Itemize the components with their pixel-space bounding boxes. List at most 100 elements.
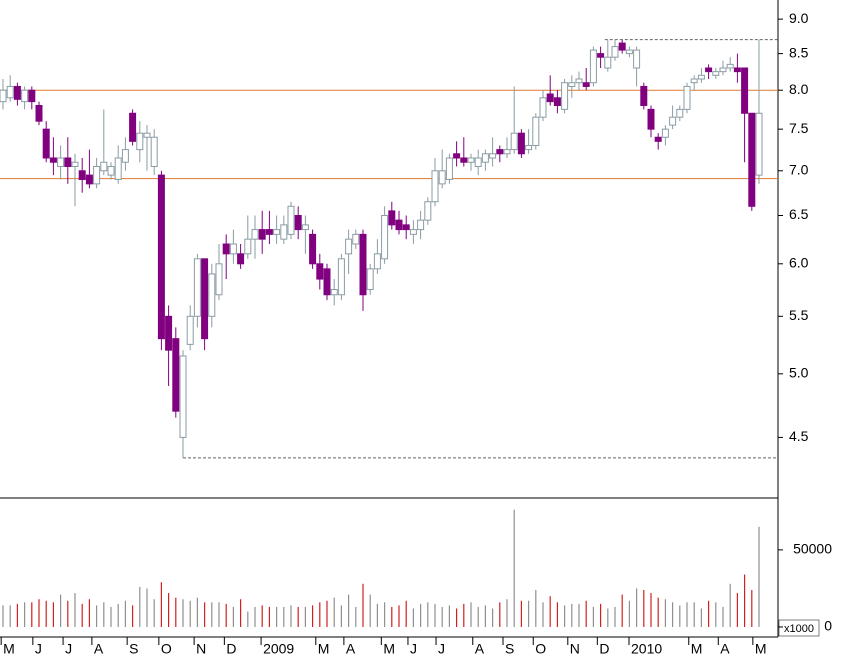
candle-body bbox=[316, 263, 324, 280]
candle-body bbox=[539, 97, 547, 118]
x-tick-label: M bbox=[691, 641, 703, 657]
candle-body bbox=[345, 238, 353, 255]
candle-body bbox=[251, 229, 259, 240]
candle-body bbox=[489, 153, 497, 159]
candle-body bbox=[467, 157, 475, 163]
candle-body bbox=[589, 49, 597, 84]
candle-body bbox=[625, 49, 633, 55]
candle-body bbox=[697, 74, 705, 80]
candle-body bbox=[409, 229, 417, 235]
candle-body bbox=[85, 174, 93, 185]
candle-body bbox=[669, 116, 677, 126]
candle-body bbox=[546, 93, 554, 103]
x-tick-label: N bbox=[570, 641, 580, 657]
x-tick-label: M bbox=[755, 641, 767, 657]
candle-body bbox=[64, 157, 72, 167]
candle-body bbox=[215, 263, 223, 296]
candle-body bbox=[136, 132, 144, 151]
x-tick-label: J bbox=[65, 641, 72, 657]
candle-body bbox=[294, 215, 302, 231]
y-tick-label: 5.5 bbox=[789, 307, 809, 323]
candle-body bbox=[337, 258, 345, 296]
x-tick-label: S bbox=[505, 641, 514, 657]
y-tick-label: 6.0 bbox=[789, 255, 809, 271]
candle-body bbox=[611, 46, 619, 58]
candle-body bbox=[647, 108, 655, 130]
y-tick-label: 7.0 bbox=[789, 161, 809, 177]
candle-body bbox=[373, 253, 381, 270]
candle-body bbox=[517, 132, 525, 155]
x-tick-label: A bbox=[475, 641, 485, 657]
y-tick-label: 8.0 bbox=[789, 81, 809, 97]
candle-body bbox=[121, 149, 129, 163]
y-tick-label: 9.0 bbox=[789, 10, 809, 26]
candle-body bbox=[366, 268, 374, 290]
y-tick-label: 5.0 bbox=[789, 365, 809, 381]
candle-body bbox=[208, 273, 216, 317]
x-tick-label: A bbox=[346, 641, 356, 657]
x-tick-label: O bbox=[161, 641, 172, 657]
candle-body bbox=[93, 165, 101, 185]
candle-body bbox=[733, 67, 741, 73]
x-tick-label: M bbox=[3, 641, 15, 657]
candle-body bbox=[633, 49, 641, 69]
candle-body bbox=[265, 229, 273, 235]
candle-body bbox=[582, 82, 590, 87]
candle-body bbox=[712, 71, 720, 76]
candle-body bbox=[755, 112, 763, 176]
candle-body bbox=[165, 315, 173, 351]
candle-body bbox=[388, 210, 396, 226]
candle-body bbox=[676, 108, 684, 118]
candle-body bbox=[100, 161, 108, 172]
y-tick-label: 4.5 bbox=[789, 428, 809, 444]
candle-body bbox=[575, 78, 583, 84]
x-tick-label: N bbox=[196, 641, 206, 657]
candle-body bbox=[690, 78, 698, 84]
candle-body bbox=[438, 170, 446, 185]
y-tick-label: 8.5 bbox=[789, 44, 809, 60]
x-tick-label: D bbox=[599, 641, 609, 657]
candle-body bbox=[705, 67, 713, 73]
candle-body bbox=[640, 85, 648, 106]
candle-body bbox=[186, 315, 194, 345]
candle-body bbox=[301, 224, 309, 231]
x-tick-label: A bbox=[94, 641, 104, 657]
candle-body bbox=[222, 243, 230, 255]
candle-body bbox=[741, 67, 749, 114]
candle-body bbox=[157, 174, 165, 340]
candle-body bbox=[604, 56, 612, 69]
y2-tick-label: 0 bbox=[824, 618, 832, 634]
candle-body bbox=[78, 170, 86, 180]
candle-body bbox=[201, 258, 209, 340]
y-tick-label: 6.5 bbox=[789, 206, 809, 222]
x-tick-label: 2010 bbox=[631, 641, 662, 657]
candle-body bbox=[654, 136, 662, 142]
candle-body bbox=[323, 268, 331, 296]
candle-body bbox=[21, 89, 29, 103]
candle-body bbox=[6, 85, 14, 99]
candle-body bbox=[453, 153, 461, 159]
candle-body bbox=[71, 161, 79, 167]
unit-box bbox=[778, 619, 820, 637]
candle-body bbox=[417, 219, 425, 231]
x-tick-label: O bbox=[535, 641, 546, 657]
candle-body bbox=[424, 201, 432, 221]
candle-body bbox=[481, 153, 489, 163]
candle-body bbox=[381, 215, 389, 260]
candle-body bbox=[107, 165, 115, 176]
candle-body bbox=[359, 233, 367, 296]
candle-body bbox=[525, 144, 533, 151]
candle-body bbox=[352, 233, 360, 245]
x-tick-label: J bbox=[438, 641, 445, 657]
candle-body bbox=[510, 132, 518, 151]
candle-body bbox=[561, 82, 569, 110]
candle-body bbox=[172, 338, 180, 412]
y-tick-label: 7.5 bbox=[789, 120, 809, 136]
candle-body bbox=[150, 136, 158, 167]
candle-body bbox=[13, 85, 21, 100]
candle-body bbox=[309, 233, 317, 265]
x-tick-label: M bbox=[318, 641, 330, 657]
candle-body bbox=[568, 82, 576, 87]
x-tick-label: J bbox=[35, 641, 42, 657]
